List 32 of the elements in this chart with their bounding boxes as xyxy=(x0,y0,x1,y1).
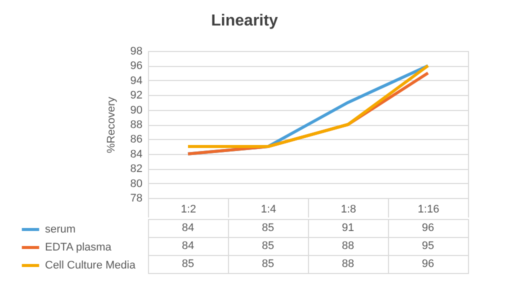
legend-label: serum xyxy=(45,224,76,236)
x-tick-label: 1:8 xyxy=(340,204,356,216)
y-tick-label: 96 xyxy=(130,60,142,72)
legend-label: EDTA plasma xyxy=(45,242,112,254)
y-tick-label: 84 xyxy=(130,148,142,160)
y-tick-label: 92 xyxy=(130,90,142,102)
data-label: 96 xyxy=(422,222,434,234)
chart-title: Linearity xyxy=(211,12,278,30)
y-tick-label: 80 xyxy=(130,178,142,190)
legend-label: Cell Culture Media xyxy=(45,260,136,272)
y-axis-title: %Recovery xyxy=(105,96,118,154)
data-label: 88 xyxy=(342,240,354,252)
data-label: 96 xyxy=(422,258,434,270)
data-label: 85 xyxy=(262,258,274,270)
x-tick-label: 1:4 xyxy=(260,204,276,216)
data-label: 85 xyxy=(182,258,194,270)
data-label: 84 xyxy=(182,240,194,252)
data-label: 91 xyxy=(342,222,354,234)
y-tick-label: 86 xyxy=(130,134,142,146)
y-tick-label: 78 xyxy=(130,192,142,204)
data-label: 88 xyxy=(342,258,354,270)
data-label: 85 xyxy=(262,240,274,252)
x-tick-label: 1:16 xyxy=(418,204,440,216)
y-tick-label: 82 xyxy=(130,163,142,176)
x-tick-label: 1:2 xyxy=(180,204,196,216)
data-label: 85 xyxy=(262,222,274,234)
data-label: 84 xyxy=(182,222,194,234)
y-tick-label: 98 xyxy=(130,46,142,58)
y-tick-label: 90 xyxy=(130,104,142,116)
data-label: 95 xyxy=(422,240,434,252)
y-tick-label: 88 xyxy=(130,119,142,131)
y-tick-label: 94 xyxy=(130,74,142,87)
